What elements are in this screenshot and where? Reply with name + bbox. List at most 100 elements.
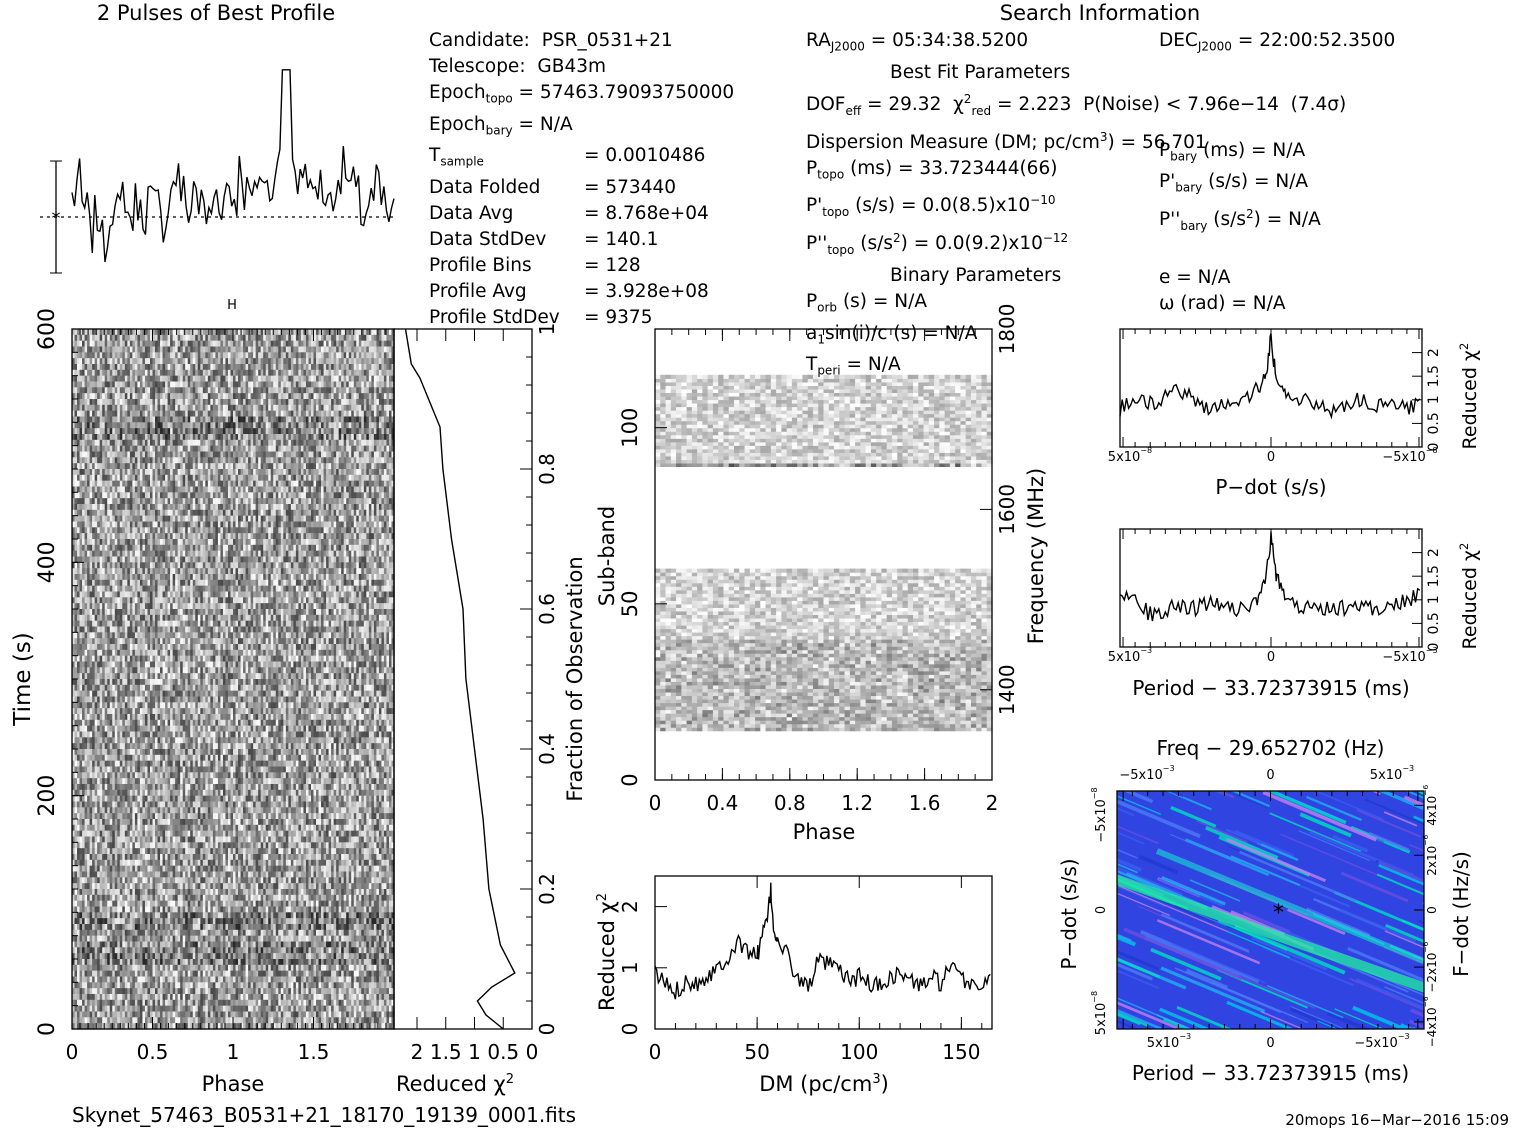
heatmap-cell bbox=[129, 369, 133, 377]
heatmap-cell bbox=[87, 334, 91, 342]
heatmap-cell bbox=[190, 352, 194, 359]
heatmap-cell bbox=[388, 451, 393, 458]
heatmap-cell bbox=[137, 364, 141, 371]
heatmap-cell bbox=[255, 480, 259, 488]
heatmap-cell bbox=[97, 329, 101, 336]
heatmap-cell bbox=[117, 445, 121, 453]
heatmap-cell bbox=[386, 445, 390, 453]
heatmap-cell bbox=[185, 492, 189, 499]
heatmap-cell bbox=[331, 469, 335, 476]
heatmap-cell bbox=[288, 434, 292, 441]
heatmap-cell bbox=[157, 399, 161, 406]
heatmap-cell bbox=[99, 404, 103, 412]
heatmap-cell bbox=[152, 457, 156, 464]
heatmap-cell bbox=[147, 469, 151, 476]
heatmap-cell bbox=[217, 480, 222, 488]
heatmap-cell bbox=[117, 346, 121, 353]
heatmap-cell bbox=[303, 451, 307, 458]
heatmap-cell bbox=[155, 329, 159, 336]
heatmap-cell bbox=[147, 387, 151, 394]
heatmap-cell bbox=[212, 445, 216, 453]
heatmap-cell bbox=[170, 393, 174, 400]
heatmap-cell bbox=[343, 428, 347, 435]
heatmap-cell bbox=[321, 358, 325, 365]
heatmap-cell bbox=[72, 498, 76, 505]
heatmap-cell bbox=[285, 498, 289, 505]
heatmap-cell bbox=[74, 428, 78, 435]
heatmap-cell bbox=[343, 439, 347, 447]
heatmap-cell bbox=[305, 387, 310, 394]
heatmap-cell bbox=[290, 393, 294, 400]
heatmap-cell bbox=[117, 393, 121, 400]
heatmap-cell bbox=[74, 375, 78, 383]
heatmap-cell bbox=[212, 410, 216, 418]
heatmap-cell bbox=[285, 439, 289, 447]
heatmap-cell bbox=[316, 410, 320, 418]
heatmap-cell bbox=[155, 352, 159, 359]
heatmap-cell bbox=[200, 492, 204, 499]
heatmap-cell bbox=[117, 469, 121, 476]
heatmap-cell bbox=[72, 364, 76, 371]
heatmap-cell bbox=[99, 358, 103, 365]
heatmap-cell bbox=[190, 451, 194, 458]
heatmap-cell bbox=[220, 498, 224, 505]
heatmap-cell bbox=[305, 428, 310, 435]
heatmap-cell bbox=[177, 428, 181, 435]
heatmap-cell bbox=[270, 352, 274, 359]
heatmap-cell bbox=[220, 492, 224, 499]
heatmap-cell bbox=[102, 334, 106, 342]
heatmap-cell bbox=[343, 340, 347, 348]
heatmap-cell bbox=[248, 498, 252, 505]
heatmap-cell bbox=[132, 410, 136, 418]
heatmap-cell bbox=[152, 498, 156, 505]
heatmap-cell bbox=[137, 469, 141, 476]
heatmap-cell bbox=[104, 486, 108, 493]
heatmap-cell bbox=[202, 381, 206, 388]
heatmap-cell bbox=[127, 416, 131, 423]
heatmap-cell bbox=[87, 480, 91, 488]
heatmap-cell bbox=[187, 381, 191, 388]
heatmap-cell bbox=[343, 404, 347, 412]
heatmap-cell bbox=[117, 434, 121, 441]
heatmap-cell bbox=[300, 428, 305, 435]
heatmap-cell bbox=[109, 486, 113, 493]
heatmap-cell bbox=[263, 428, 267, 435]
heatmap-cell bbox=[358, 416, 362, 423]
heatmap-cell bbox=[243, 492, 247, 499]
heatmap-cell bbox=[190, 358, 194, 365]
heatmap-cell bbox=[275, 480, 279, 488]
heatmap-cell bbox=[97, 439, 101, 447]
heatmap-cell bbox=[215, 404, 219, 412]
heatmap-cell bbox=[94, 416, 98, 423]
heatmap-cell bbox=[200, 422, 204, 429]
heatmap-cell bbox=[268, 329, 272, 336]
heatmap-cell bbox=[238, 364, 242, 371]
heatmap-cell bbox=[200, 387, 204, 394]
heatmap-cell bbox=[155, 381, 159, 388]
heatmap-cell bbox=[165, 480, 169, 488]
heatmap-cell bbox=[177, 451, 181, 458]
heatmap-cell bbox=[144, 451, 149, 458]
heatmap-cell bbox=[107, 346, 111, 353]
heatmap-cell bbox=[79, 434, 83, 441]
heatmap-cell bbox=[205, 457, 209, 464]
heatmap-cell bbox=[197, 364, 201, 371]
heatmap-cell bbox=[253, 364, 257, 371]
heatmap-cell bbox=[326, 457, 330, 464]
heatmap-cell bbox=[82, 334, 86, 342]
heatmap-cell bbox=[139, 474, 144, 482]
heatmap-cell bbox=[202, 451, 206, 458]
heatmap-cell bbox=[132, 457, 136, 464]
heatmap-cell bbox=[84, 474, 88, 482]
heatmap-cell bbox=[371, 346, 375, 353]
heatmap-cell bbox=[388, 486, 393, 493]
heatmap-cell bbox=[82, 492, 86, 499]
heatmap-cell bbox=[84, 492, 88, 499]
heatmap-cell bbox=[303, 410, 307, 418]
heatmap-cell bbox=[119, 334, 123, 342]
heatmap-cell bbox=[336, 346, 340, 353]
heatmap-cell bbox=[109, 358, 113, 365]
heatmap-cell bbox=[124, 445, 128, 453]
heatmap-cell bbox=[383, 416, 388, 423]
heatmap-cell bbox=[383, 393, 388, 400]
